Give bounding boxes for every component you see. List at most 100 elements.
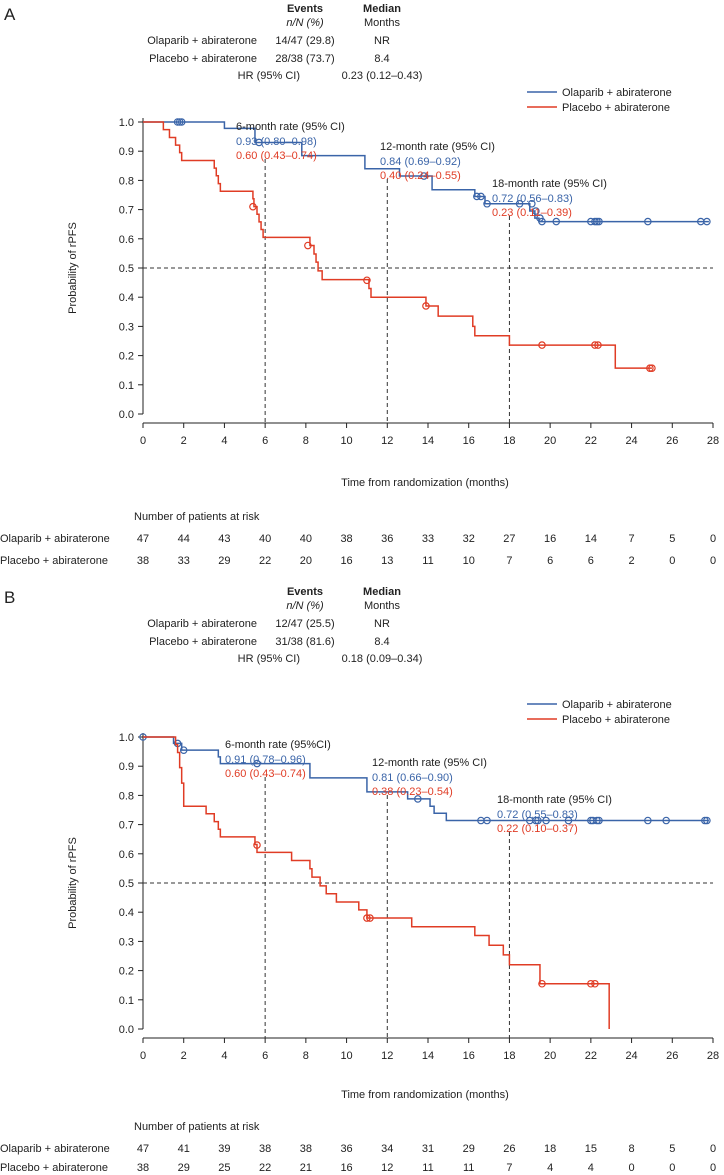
panel-b-olaparib-censor-mark bbox=[644, 816, 652, 825]
panel-a-x-tick-label: 8 bbox=[303, 435, 309, 447]
panel-a-placebo-censor-mark bbox=[538, 341, 546, 349]
panel-a-at-risk-count: 10 bbox=[463, 555, 475, 567]
panel-a-at-risk-count: 16 bbox=[544, 533, 556, 545]
panel-a-at-risk-arm-label: Olaparib + abiraterone bbox=[0, 533, 110, 545]
panel-b-hr-label: HR (95% CI) bbox=[238, 653, 300, 665]
panel-a-y-tick-label: 0.2 bbox=[119, 351, 134, 363]
panel-a-at-risk-count: 16 bbox=[340, 555, 352, 567]
panel-b-olaparib-survival-curve bbox=[143, 736, 709, 822]
panel-a-at-risk-count: 7 bbox=[506, 555, 512, 567]
panel-b-placebo-censor-mark bbox=[538, 979, 546, 988]
panel-a-y-tick-label: 0.0 bbox=[119, 409, 134, 421]
panel-a-summary-events: 14/47 (29.8) bbox=[275, 35, 334, 47]
panel-b-summary-events: 12/47 (25.5) bbox=[275, 618, 334, 630]
panel-b-rate-olaparib: 0.81 (0.66–0.90) bbox=[372, 772, 453, 784]
panel-a-placebo-censor-mark bbox=[648, 364, 656, 372]
panel-a-at-risk-count: 36 bbox=[381, 533, 393, 545]
panel-a-hr-value: 0.23 (0.12–0.43) bbox=[342, 70, 423, 82]
panel-b-y-tick-label: 0.8 bbox=[119, 790, 134, 802]
panel-b-x-tick-label: 2 bbox=[181, 1050, 187, 1062]
panel-a-x-tick-label: 4 bbox=[221, 435, 227, 447]
panel-a-at-risk-count: 7 bbox=[629, 533, 635, 545]
panel-b-x-tick-label: 10 bbox=[340, 1050, 352, 1062]
panel-b-summary-median: 8.4 bbox=[374, 636, 389, 648]
panel-b-olaparib-censor-mark bbox=[542, 816, 550, 825]
panel-a-y-tick-label: 1.0 bbox=[119, 117, 134, 129]
panel-a-olaparib-censor-mark bbox=[552, 217, 561, 226]
panel-a-at-risk-count: 0 bbox=[710, 533, 716, 545]
panel-a-x-tick-label: 20 bbox=[544, 435, 556, 447]
panel-b-olaparib-censor-mark bbox=[414, 795, 422, 803]
panel-b-y-tick-label: 1.0 bbox=[119, 732, 134, 744]
panel-b-y-tick-label: 0.9 bbox=[119, 761, 134, 773]
panel-b-at-risk-count: 11 bbox=[463, 1162, 474, 1174]
panel-a-rate-olaparib: 0.72 (0.56–0.83) bbox=[492, 193, 573, 205]
panel-a-y-axis-title: Probability of rPFS bbox=[67, 222, 79, 314]
panel-a-at-risk-count: 33 bbox=[422, 533, 434, 545]
panel-b-x-tick-label: 14 bbox=[422, 1050, 434, 1062]
panel-a-olaparib-censor-mark bbox=[483, 199, 491, 208]
panel-b-x-tick-label: 8 bbox=[303, 1050, 309, 1062]
panel-b-y-tick-label: 0.6 bbox=[119, 849, 134, 861]
panel-b-y-axis-title: Probability of rPFS bbox=[67, 837, 79, 929]
panel-b-olaparib-censor-mark bbox=[564, 816, 573, 825]
panel-b-placebo-censor-mark bbox=[587, 979, 595, 988]
panel-b-x-tick-label: 20 bbox=[544, 1050, 556, 1062]
panel-b-rate-placebo: 0.22 (0.10–0.37) bbox=[497, 823, 578, 835]
panel-b-rate-title: 6-month rate (95%CI) bbox=[225, 739, 331, 751]
panel-b-y-tick-label: 0.1 bbox=[119, 995, 134, 1007]
panel-b-at-risk-count: 41 bbox=[178, 1143, 190, 1155]
panel-b-x-tick-label: 18 bbox=[503, 1050, 515, 1062]
panel-b-events-header: Events bbox=[287, 586, 323, 598]
panel-b-at-risk-count: 12 bbox=[381, 1162, 393, 1174]
panel-a-x-tick-label: 10 bbox=[340, 435, 352, 447]
panel-a-at-risk-count: 14 bbox=[585, 533, 597, 545]
panel-b-placebo-survival-curve bbox=[143, 736, 610, 1029]
panel-b-at-risk-title: Number of patients at risk bbox=[134, 1121, 260, 1133]
panel-a-olaparib-censor-mark bbox=[538, 217, 546, 226]
panel-b-hr-value: 0.18 (0.09–0.34) bbox=[342, 653, 423, 665]
panel-a-at-risk-count: 5 bbox=[669, 533, 675, 545]
panel-a-placebo-censor-mark bbox=[304, 241, 312, 250]
panel-a-at-risk-count: 44 bbox=[178, 533, 190, 545]
panel-a-y-tick-label: 0.7 bbox=[119, 205, 134, 217]
panel-b-x-axis-title: Time from randomization (months) bbox=[341, 1089, 509, 1101]
panel-b-at-risk-count: 0 bbox=[710, 1162, 716, 1174]
panel-a-summary-arm-label: Olaparib + abiraterone bbox=[147, 35, 257, 47]
panel-a-placebo-censor-mark bbox=[422, 302, 430, 310]
panel-a-x-tick-label: 0 bbox=[140, 435, 146, 447]
panel-a-events-subheader: n/N (%) bbox=[286, 17, 324, 29]
panel-b-at-risk-count: 38 bbox=[300, 1143, 312, 1155]
panel-b-at-risk-count: 29 bbox=[178, 1162, 190, 1174]
panel-b-at-risk-arm-label: Olaparib + abiraterone bbox=[0, 1143, 110, 1155]
panel-a-olaparib-censor-mark bbox=[473, 192, 481, 201]
panel-b-olaparib-censor-mark bbox=[483, 816, 491, 825]
panel-a-summary-median: 8.4 bbox=[374, 53, 389, 65]
panel-b-olaparib-censor-mark bbox=[703, 816, 711, 825]
panel-b-y-tick-label: 0.7 bbox=[119, 820, 134, 832]
panel-b-at-risk-count: 47 bbox=[137, 1143, 149, 1155]
panel-a-olaparib-censor-mark bbox=[255, 138, 263, 147]
panel-a-olaparib-censor-mark bbox=[528, 199, 536, 208]
panel-b-at-risk-count: 34 bbox=[381, 1143, 393, 1155]
panel-b-median-header: Median bbox=[363, 586, 401, 598]
panel-b-rate-olaparib: 0.91 (0.78–0.96) bbox=[225, 754, 306, 766]
panel-a-y-tick-label: 0.6 bbox=[119, 234, 134, 246]
panel-a-legend-label: Placebo + abiraterone bbox=[562, 102, 670, 114]
panel-b-at-risk-count: 8 bbox=[629, 1143, 635, 1155]
panel-b-olaparib-censor-mark bbox=[179, 746, 188, 754]
panel-b-at-risk-count: 18 bbox=[544, 1143, 556, 1155]
panel-b-events-subheader: n/N (%) bbox=[286, 600, 324, 612]
panel-a-x-tick-label: 14 bbox=[422, 435, 434, 447]
panel-b-summary-arm-label: Olaparib + abiraterone bbox=[147, 618, 257, 630]
panel-a-y-tick-label: 0.5 bbox=[119, 263, 134, 275]
panel-b-at-risk-count: 36 bbox=[340, 1143, 352, 1155]
panel-a-rate-title: 12-month rate (95% CI) bbox=[380, 141, 495, 153]
panel-a-summary-arm-label: Placebo + abiraterone bbox=[149, 53, 257, 65]
panel-a-rate-olaparib: 0.84 (0.69–0.92) bbox=[380, 156, 461, 168]
panel-b-at-risk-count: 0 bbox=[710, 1143, 716, 1155]
panel-b-olaparib-censor-mark bbox=[534, 816, 542, 825]
panel-a-at-risk-count: 20 bbox=[300, 555, 312, 567]
panel-b-placebo-censor-mark bbox=[363, 914, 371, 922]
